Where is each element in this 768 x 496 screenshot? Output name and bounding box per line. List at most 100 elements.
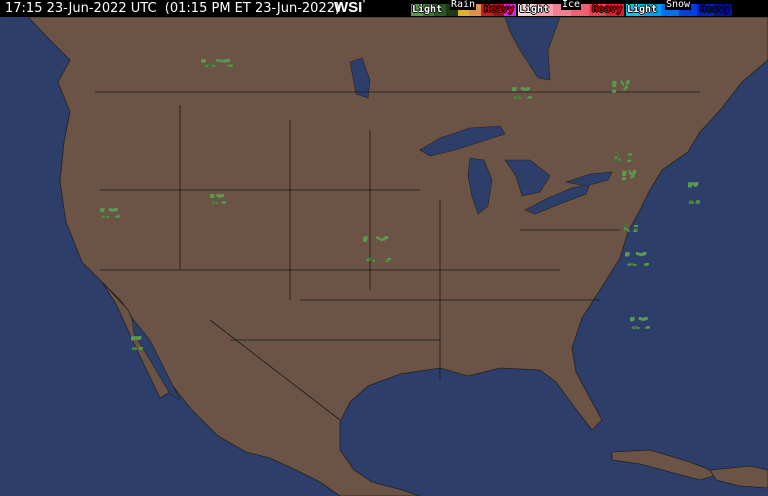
- radar-echo: [376, 236, 379, 240]
- radar-echo: [642, 317, 646, 321]
- radar-echo: [629, 172, 632, 176]
- radar-echo: [626, 229, 629, 232]
- legend-snow-scale: [626, 4, 733, 16]
- legend-color-swatch: [457, 4, 470, 16]
- legend-ice-light: Light: [519, 4, 550, 15]
- radar-echo: [617, 155, 620, 158]
- radar-echo: [641, 252, 645, 256]
- radar-echo: [112, 208, 116, 212]
- radar-echo: [625, 226, 628, 229]
- legend-rain-title: Rain: [450, 0, 477, 10]
- radar-echo: [218, 194, 221, 198]
- radar-echo: [695, 201, 700, 204]
- state-borders: [95, 91, 700, 421]
- radar-echo: [363, 238, 368, 242]
- radar-echo: [136, 337, 139, 341]
- radar-echo: [215, 65, 217, 67]
- radar-echo: [624, 223, 628, 226]
- radar-echo: [137, 336, 141, 340]
- baja-peninsula: [101, 281, 171, 399]
- radar-echo: [375, 260, 377, 262]
- hispaniola: [709, 465, 768, 489]
- radar-echo: [372, 259, 375, 262]
- legend-ice-scale: [518, 4, 625, 16]
- legend-color-swatch: [492, 4, 505, 16]
- radar-echo: [633, 225, 638, 228]
- cuba: [611, 449, 722, 481]
- radar-echo: [620, 160, 622, 162]
- radar-echo: [203, 64, 207, 67]
- radar-echo: [223, 59, 227, 63]
- radar-echo: [210, 194, 215, 198]
- lake-huron: [504, 159, 551, 197]
- radar-echo: [527, 96, 532, 99]
- radar-echo: [693, 183, 696, 187]
- legend-color-swatch: [481, 4, 493, 16]
- radar-echo: [368, 257, 372, 260]
- radar-echo: [631, 174, 635, 178]
- radar-echo: [612, 80, 617, 84]
- legend-color-swatch: [714, 4, 733, 16]
- radar-echo: [635, 264, 637, 266]
- radar-echo: [638, 327, 640, 329]
- radar-echo: [688, 184, 693, 188]
- radar-echo: [131, 337, 136, 341]
- radar-echo: [380, 238, 383, 242]
- radar-echo: [615, 151, 619, 154]
- radar-echo: [103, 215, 107, 218]
- radar-echo: [210, 64, 213, 67]
- legend-color-swatch: [434, 4, 447, 16]
- radar-echo: [633, 263, 636, 266]
- radar-echo: [626, 80, 630, 84]
- radar-echo: [620, 80, 623, 84]
- radar-echo: [622, 170, 627, 174]
- legend-rain-light: Light: [412, 4, 443, 15]
- legend-color-swatch: [606, 4, 625, 16]
- legend-rain-heavy: Heavy: [484, 4, 515, 15]
- radar-echo: [515, 95, 519, 98]
- radar-echo: [627, 157, 632, 160]
- radar-echo: [382, 237, 386, 241]
- radar-echo: [383, 236, 387, 240]
- radar-echo: [635, 252, 638, 256]
- legend-color-swatch: [446, 4, 458, 16]
- legend-color-swatch: [504, 4, 517, 16]
- radar-echo: [138, 347, 143, 350]
- radar-echo: [386, 258, 391, 261]
- radar-echo: [218, 59, 221, 63]
- radar-echo: [622, 173, 627, 177]
- radar-echo: [108, 208, 111, 212]
- radar-echo: [694, 183, 698, 187]
- legend-ice-title: Ice: [561, 0, 582, 10]
- radar-echoes: [100, 59, 700, 350]
- radar-echo: [695, 200, 700, 203]
- radar-echo: [613, 159, 617, 162]
- legend-snow-light: Light: [627, 4, 658, 15]
- radar-echo: [219, 194, 223, 198]
- radar-echo: [132, 346, 136, 349]
- radar-echo: [115, 215, 120, 218]
- lake-superior: [419, 125, 506, 157]
- radar-echo: [366, 258, 370, 261]
- legend-color-swatch: [626, 4, 644, 16]
- radar-echo: [518, 96, 521, 99]
- legend-snow-title: Snow: [665, 0, 692, 10]
- timestamp: 17:15 23-Jun-2022 UTC (01:15 PM ET 23-Ju…: [5, 1, 341, 16]
- radar-echo: [212, 201, 216, 204]
- radar-echo: [216, 202, 218, 204]
- radar-echo: [624, 85, 628, 89]
- radar-echo: [614, 156, 618, 159]
- radar-echo: [221, 201, 226, 204]
- radar-echo: [520, 97, 522, 99]
- radar-echo: [201, 59, 206, 63]
- radar-echo: [212, 64, 215, 67]
- radar-echo: [629, 262, 633, 265]
- radar-echo: [523, 87, 526, 91]
- radar-echo: [522, 87, 525, 91]
- radar-echo: [627, 153, 632, 156]
- radar-echo: [636, 326, 639, 329]
- legend-snow-heavy: Heavy: [700, 4, 731, 15]
- legend-color-swatch: [643, 4, 662, 16]
